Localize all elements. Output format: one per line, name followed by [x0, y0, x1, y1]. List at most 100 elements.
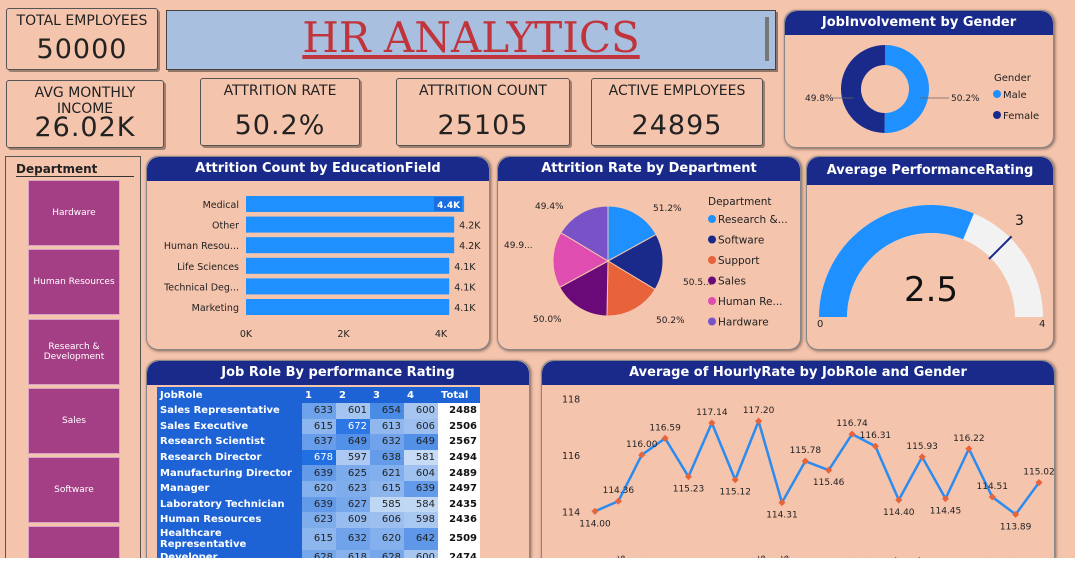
col-header-1[interactable]: 1 [302, 387, 336, 403]
department-legend-label[interactable]: Sales [718, 276, 746, 288]
bar-1[interactable] [246, 216, 455, 233]
dept-button-support[interactable] [28, 526, 120, 564]
rating-cell: 606 [404, 418, 438, 435]
line-marker[interactable] [1012, 510, 1020, 518]
department-legend-title: Department [708, 196, 772, 208]
dept-button-human-resources[interactable]: Human Resources [28, 249, 120, 315]
col-header-4[interactable]: 4 [404, 387, 438, 403]
jobrole-cell: Sales Executive [157, 418, 302, 435]
bar-0[interactable] [246, 196, 465, 212]
table-row[interactable]: Research Scientist 637 649 632 649 2567 [157, 434, 480, 450]
col-header-2[interactable]: 2 [336, 387, 370, 403]
pie-slice-3[interactable] [559, 260, 609, 317]
table-row[interactable]: Manager 620 623 615 639 2497 [157, 480, 480, 497]
rating-cell: 600 [404, 403, 438, 419]
table-row[interactable]: Sales Executive 615 672 613 606 2506 [157, 418, 480, 435]
jobrole-cell: Healthcare Representative [157, 527, 302, 550]
jobrole-cell: Research Director [157, 449, 302, 466]
bar-5[interactable] [246, 299, 450, 315]
pie-pct-label: 49.4% [535, 202, 564, 212]
attrition-count-value: 25105 [437, 110, 529, 141]
line-marker[interactable] [801, 457, 809, 465]
col-header-jobrole[interactable]: JobRole [157, 387, 302, 403]
table-row[interactable]: Healthcare Representative 615 632 620 642 250… [157, 527, 480, 550]
table-header-row: JobRole 1 2 3 4 Total [157, 387, 480, 403]
table-row[interactable]: Sales Representative 633 601 654 600 2488 [157, 403, 480, 419]
taskbar-strip [0, 558, 1075, 564]
page-title: HR ANALYTICS [302, 13, 640, 62]
col-header-total[interactable]: Total [438, 387, 480, 403]
donut-slice-female[interactable] [840, 45, 885, 133]
avg-monthly-income-label: AVG MONTHLY INCOME [34, 85, 136, 117]
rating-cell: 584 [404, 496, 438, 513]
total-cell: 2506 [438, 418, 480, 435]
rating-cell: 633 [302, 403, 336, 419]
line-value-label: 117.14 [696, 408, 728, 418]
donut-slice-male[interactable] [884, 45, 929, 133]
line-marker[interactable] [941, 495, 950, 503]
bar-4[interactable] [246, 278, 450, 295]
line-marker[interactable] [825, 466, 833, 474]
dept-button-hardware[interactable]: Hardware [28, 180, 120, 246]
line-y-tick: 114 [562, 507, 580, 518]
department-legend-label[interactable]: Hardware [718, 317, 769, 329]
line-value-label: 114.45 [930, 507, 962, 517]
line-marker[interactable] [614, 497, 622, 505]
line-marker[interactable] [918, 453, 926, 461]
department-legend-label[interactable]: Support [718, 255, 760, 267]
dept-button-research-development[interactable]: Research & Development [28, 319, 120, 385]
gauge-max-label: 4 [1039, 319, 1045, 330]
line-value-label: 114.31 [766, 511, 798, 521]
attrition-education-panel: Attrition Count by EducationField Medica… [146, 156, 490, 350]
total-employees-label: TOTAL EMPLOYEES [16, 13, 148, 29]
rating-cell: 632 [370, 434, 404, 450]
dept-button-sales[interactable]: Sales [28, 388, 120, 454]
table-row[interactable]: Human Resources 623 609 606 598 2436 [157, 512, 480, 528]
jobrole-rating-table: JobRole 1 2 3 4 Total Sales Representati… [157, 387, 480, 564]
active-employees-value: 24895 [631, 110, 723, 141]
hourly-rate-title: Average of HourlyRate by JobRole and Gen… [542, 361, 1054, 385]
total-cell: 2567 [438, 434, 480, 450]
pie-slice-4[interactable] [552, 231, 610, 289]
table-row[interactable]: Research Director 678 597 638 581 2494 [157, 449, 480, 466]
jobrole-cell: Sales Representative [157, 403, 302, 419]
department-legend-label[interactable]: Human Re... [718, 296, 783, 308]
attrition-education-svg: Medical 4.4K Other 4.2K Human Resou... 4.2K Li… [163, 196, 481, 340]
line-marker[interactable] [591, 507, 599, 515]
female-pct-label: 49.8% [805, 94, 834, 104]
job-involvement-svg: Gender Male Female 49.8% 50.2% [805, 45, 1039, 133]
line-marker[interactable] [755, 417, 763, 425]
rating-cell: 639 [302, 465, 336, 481]
line-marker[interactable] [684, 473, 693, 481]
rating-cell: 621 [370, 465, 404, 481]
line-marker[interactable] [731, 476, 739, 484]
gauge-fill[interactable] [819, 205, 974, 317]
attrition-rate-label: ATTRITION RATE [223, 83, 337, 99]
department-legend-dot [708, 297, 716, 305]
pie-slice-5[interactable] [560, 205, 609, 262]
bar-category-label: Life Sciences [177, 262, 239, 273]
title-scrollbar[interactable] [765, 17, 769, 61]
hourly-rate-line[interactable] [594, 417, 1041, 517]
rating-cell: 632 [336, 527, 370, 550]
rating-cell: 649 [404, 434, 438, 450]
total-cell: 2494 [438, 449, 480, 466]
pie-slice-1[interactable] [606, 233, 664, 291]
rating-cell: 581 [404, 449, 438, 466]
department-legend-dot [708, 235, 716, 244]
attrition-education-title: Attrition Count by EducationField [147, 157, 489, 181]
rating-cell: 654 [370, 403, 404, 419]
bar-3[interactable] [246, 257, 450, 274]
bar-2[interactable] [246, 237, 455, 254]
table-row[interactable]: Manufacturing Director 639 625 621 604 2489 [157, 465, 480, 481]
pie-slice-2[interactable] [606, 260, 656, 317]
department-legend-label[interactable]: Research &... [718, 214, 788, 226]
line-marker[interactable] [708, 419, 716, 427]
line-value-label: 115.23 [673, 485, 705, 495]
pie-slice-0[interactable] [607, 205, 657, 262]
rating-cell: 598 [404, 512, 438, 528]
col-header-3[interactable]: 3 [370, 387, 404, 403]
department-legend-label[interactable]: Software [718, 235, 764, 247]
table-row[interactable]: Laboratory Technician 639 627 585 584 2435 [157, 496, 480, 513]
dept-button-software[interactable]: Software [28, 457, 120, 523]
